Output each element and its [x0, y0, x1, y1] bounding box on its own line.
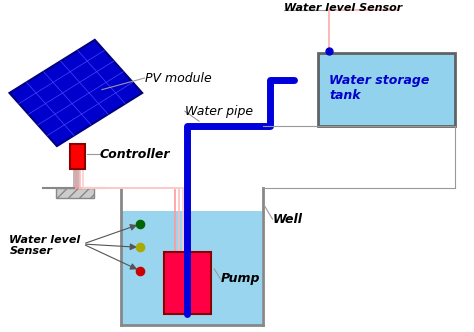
Polygon shape [9, 40, 142, 146]
Text: Pump: Pump [220, 272, 260, 286]
Bar [122, 211, 262, 325]
Point [136, 245, 144, 250]
Point [326, 49, 333, 54]
Bar [164, 252, 211, 314]
Point [136, 268, 144, 273]
Bar [70, 144, 85, 169]
Text: Water level
Senser: Water level Senser [9, 235, 81, 257]
Text: Water pipe: Water pipe [185, 105, 253, 118]
Text: Water storage
tank: Water storage tank [329, 74, 430, 102]
Text: Controller: Controller [100, 148, 170, 161]
Text: PV module: PV module [145, 71, 211, 85]
Text: Well: Well [273, 212, 302, 226]
Bar [56, 188, 94, 198]
Bar [318, 53, 455, 126]
Point [136, 221, 144, 227]
Text: Water level Sensor: Water level Sensor [284, 3, 402, 13]
